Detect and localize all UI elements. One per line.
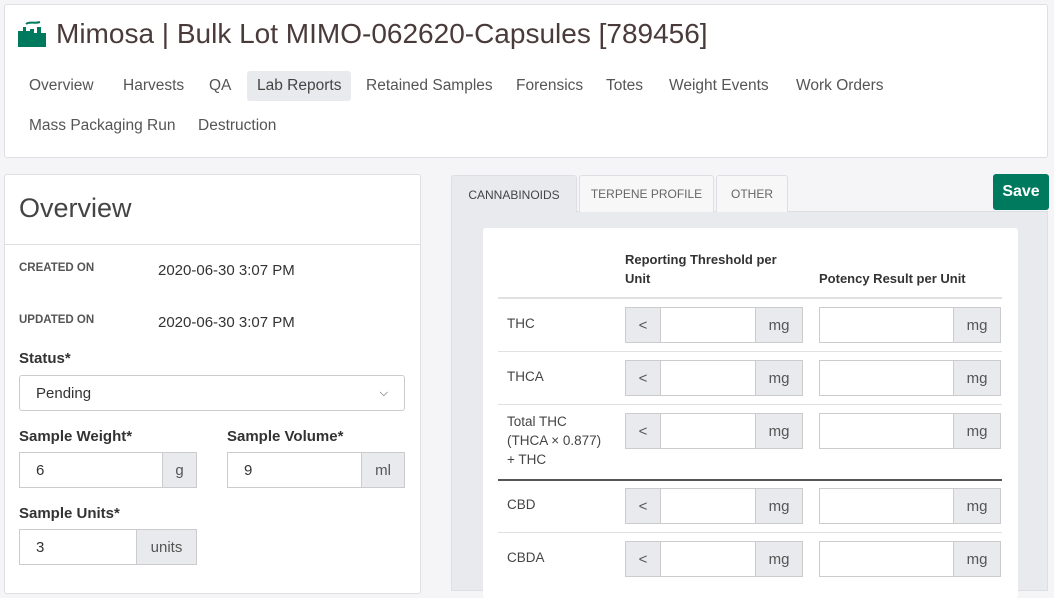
nav-lab-reports[interactable]: Lab Reports <box>247 71 352 101</box>
unit-addon: mg <box>755 541 803 577</box>
factory-icon <box>18 21 46 47</box>
divider <box>498 479 1002 481</box>
potency-input[interactable] <box>819 488 954 524</box>
analyte-name: Total THC <box>507 414 567 429</box>
status-value: Pending <box>36 384 92 402</box>
less-than-addon: < <box>625 413 661 449</box>
unit-addon: mg <box>755 413 803 449</box>
unit-addon: mg <box>755 307 803 343</box>
formula-line: + THC <box>507 452 547 467</box>
created-value: 2020-06-30 3:07 PM <box>158 262 295 279</box>
row-label: THC <box>507 314 535 333</box>
volume-label: Sample Volume* <box>227 428 344 445</box>
nav-weight-events[interactable]: Weight Events <box>669 77 769 94</box>
threshold-input[interactable] <box>660 488 756 524</box>
potency-input[interactable] <box>819 541 954 577</box>
unit-addon: mg <box>755 488 803 524</box>
save-button[interactable]: Save <box>993 174 1049 210</box>
volume-input[interactable]: 9 <box>227 452 362 488</box>
formula-line: (THCA × 0.877) <box>507 433 602 448</box>
page-title: Mimosa | Bulk Lot MIMO-062620-Capsules [… <box>18 18 708 50</box>
unit-addon: mg <box>953 360 1001 396</box>
created-label: CREATED ON <box>19 262 95 274</box>
threshold-header: Reporting Threshold per Unit <box>625 252 777 286</box>
unit-addon: mg <box>953 307 1001 343</box>
unit-addon: mg <box>953 413 1001 449</box>
nav-work-orders[interactable]: Work Orders <box>796 77 884 94</box>
potency-input[interactable] <box>819 307 954 343</box>
threshold-input[interactable] <box>660 360 756 396</box>
nav-overview[interactable]: Overview <box>29 77 94 94</box>
overview-title: Overview <box>19 193 132 223</box>
nav-qa[interactable]: QA <box>209 77 232 94</box>
threshold-input[interactable] <box>660 541 756 577</box>
tab-cannabinoids[interactable]: CANNABINOIDS <box>451 175 577 213</box>
tab-terpene-profile[interactable]: TERPENE PROFILE <box>579 175 714 212</box>
divider <box>5 244 420 245</box>
nav-retained-samples[interactable]: Retained Samples <box>366 77 493 94</box>
divider <box>498 297 1002 299</box>
chevron-down-icon: ⌵ <box>379 386 388 399</box>
weight-unit: g <box>162 452 197 488</box>
header-card <box>4 4 1048 158</box>
updated-value: 2020-06-30 3:07 PM <box>158 314 295 331</box>
unit-addon: mg <box>755 360 803 396</box>
unit-addon: mg <box>953 541 1001 577</box>
divider <box>498 532 1002 533</box>
potency-input[interactable] <box>819 360 954 396</box>
analyte-name: THCA <box>507 369 544 384</box>
row-label: THCA <box>507 367 544 386</box>
updated-label: UPDATED ON <box>19 314 95 326</box>
weight-label: Sample Weight* <box>19 428 133 445</box>
nav-destruction[interactable]: Destruction <box>198 117 277 134</box>
less-than-addon: < <box>625 541 661 577</box>
status-label: Status* <box>19 350 71 367</box>
row-label: CBD <box>507 495 536 514</box>
volume-unit: ml <box>361 452 405 488</box>
potency-input[interactable] <box>819 413 954 449</box>
less-than-addon: < <box>625 360 661 396</box>
analyte-name: THC <box>507 316 535 331</box>
less-than-addon: < <box>625 488 661 524</box>
status-select[interactable]: Pending ⌵ <box>19 375 405 411</box>
row-label: Total THC (THCA × 0.877) + THC <box>507 412 601 469</box>
threshold-input[interactable] <box>660 413 756 449</box>
row-label: CBDA <box>507 548 545 567</box>
divider <box>498 404 1002 405</box>
potency-header: Potency Result per Unit <box>819 271 966 286</box>
units-input[interactable]: 3 <box>19 529 137 565</box>
unit-addon: mg <box>953 488 1001 524</box>
weight-input[interactable]: 6 <box>19 452 163 488</box>
nav-totes[interactable]: Totes <box>606 77 644 94</box>
less-than-addon: < <box>625 307 661 343</box>
units-unit: units <box>136 529 197 565</box>
units-label: Sample Units* <box>19 505 120 522</box>
divider <box>498 351 1002 352</box>
nav-forensics[interactable]: Forensics <box>516 77 584 94</box>
nav-mass-packaging-run[interactable]: Mass Packaging Run <box>29 117 176 134</box>
analyte-name: CBD <box>507 497 536 512</box>
nav-harvests[interactable]: Harvests <box>123 77 185 94</box>
tab-other[interactable]: OTHER <box>716 175 788 212</box>
analyte-name: CBDA <box>507 550 545 565</box>
threshold-input[interactable] <box>660 307 756 343</box>
